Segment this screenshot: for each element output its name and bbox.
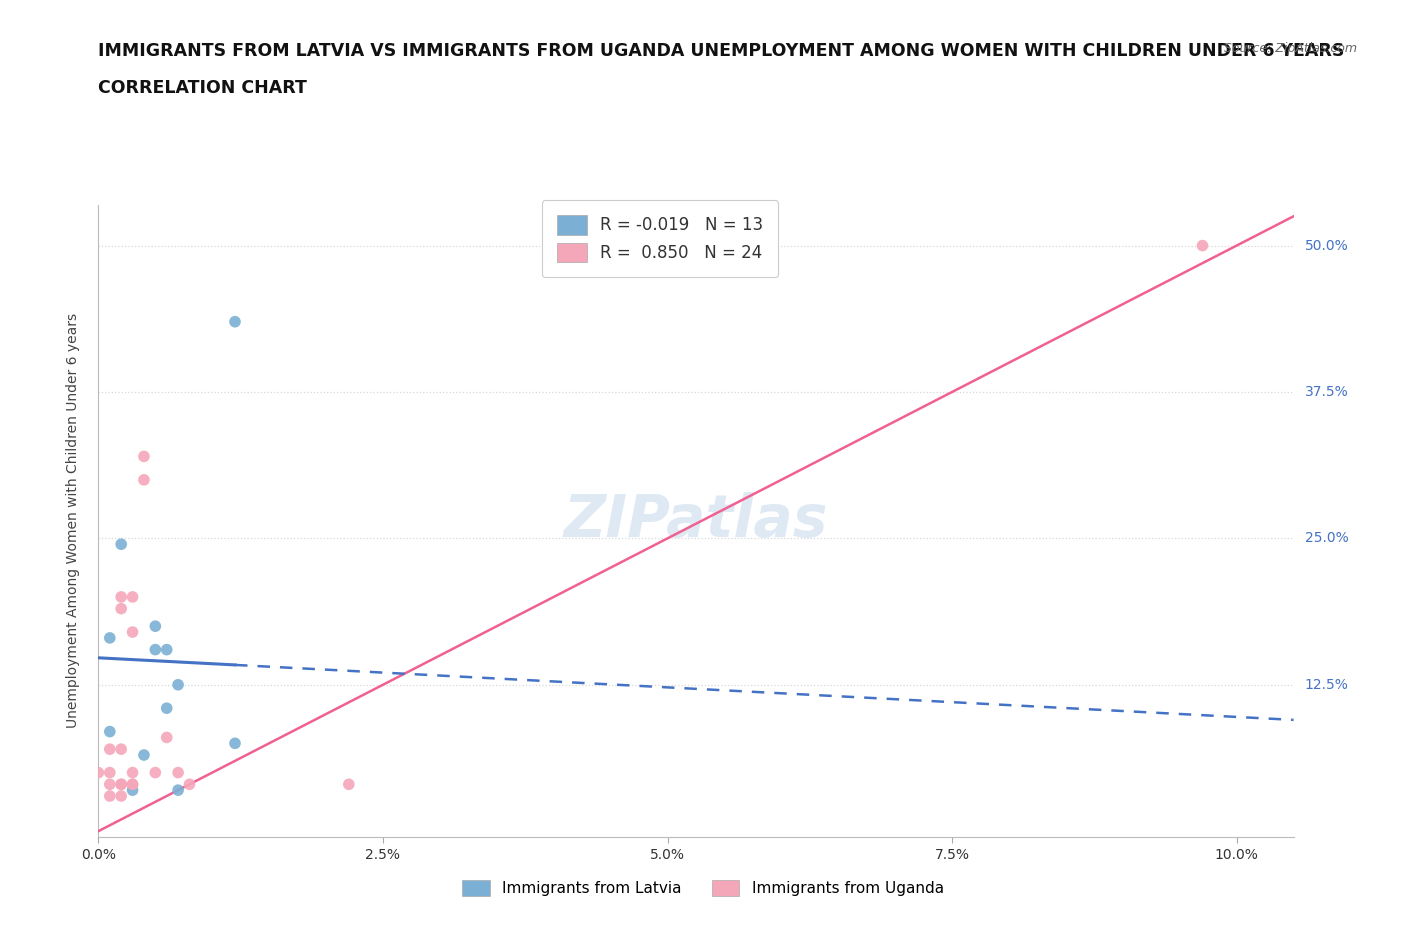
Point [98,742,121,757]
Point [121,777,143,791]
Text: CORRELATION CHART: CORRELATION CHART [98,79,308,97]
Point [1191,238,1213,253]
Y-axis label: Unemployment Among Women with Children Under 6 years: Unemployment Among Women with Children U… [66,313,80,728]
Legend: Immigrants from Latvia, Immigrants from Uganda: Immigrants from Latvia, Immigrants from … [454,872,952,904]
Point [132,449,155,464]
Point [98,724,121,739]
Point [167,677,190,692]
Point [110,590,132,604]
Point [224,736,246,751]
Point [110,777,132,791]
Point [224,314,246,329]
Point [143,643,166,658]
Point [156,700,179,715]
Text: 50.0%: 50.0% [1305,239,1348,253]
Point [110,601,132,616]
Point [121,777,143,791]
Point [121,625,143,640]
Point [121,590,143,604]
Point [337,777,360,791]
Point [179,777,201,791]
Point [143,765,166,780]
Text: ZIPatlas: ZIPatlas [564,492,828,550]
Point [156,643,179,658]
Text: 12.5%: 12.5% [1305,678,1348,692]
Point [110,742,132,757]
Text: 25.0%: 25.0% [1305,531,1348,545]
Point [143,618,166,633]
Point [121,783,143,798]
Point [87,765,110,780]
Point [110,789,132,804]
Point [156,730,179,745]
Point [98,777,121,791]
Point [110,537,132,551]
Point [98,631,121,645]
Text: 37.5%: 37.5% [1305,385,1348,399]
Point [110,777,132,791]
Point [132,472,155,487]
Text: IMMIGRANTS FROM LATVIA VS IMMIGRANTS FROM UGANDA UNEMPLOYMENT AMONG WOMEN WITH C: IMMIGRANTS FROM LATVIA VS IMMIGRANTS FRO… [98,42,1344,60]
Point [167,783,190,798]
Legend: R = -0.019   N = 13, R =  0.850   N = 24: R = -0.019 N = 13, R = 0.850 N = 24 [541,200,779,277]
Point [132,748,155,763]
Point [167,765,190,780]
Point [98,765,121,780]
Point [121,765,143,780]
Text: Source: ZipAtlas.com: Source: ZipAtlas.com [1223,42,1357,55]
Point [98,789,121,804]
